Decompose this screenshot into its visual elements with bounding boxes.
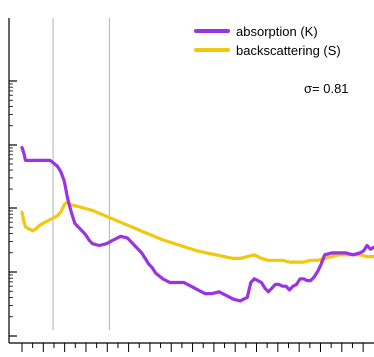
series-line-absorption (20, 145, 374, 303)
series-layer (20, 145, 374, 303)
legend-label-backscattering: backscattering (S) (236, 43, 341, 58)
y-axis-ticks (9, 80, 17, 337)
legend-label-absorption: absorption (K) (236, 24, 318, 39)
x-axis-ticks (21, 343, 364, 352)
axes (8, 18, 374, 352)
sigma-symbol: σ (304, 81, 312, 96)
sigma-annotation: σ= 0.81 (304, 81, 349, 96)
legend: absorption (K) backscattering (S) (194, 24, 341, 58)
sigma-value: = 0.81 (312, 81, 349, 96)
series-line-backscattering (20, 201, 374, 264)
reference-lines (52, 18, 110, 330)
